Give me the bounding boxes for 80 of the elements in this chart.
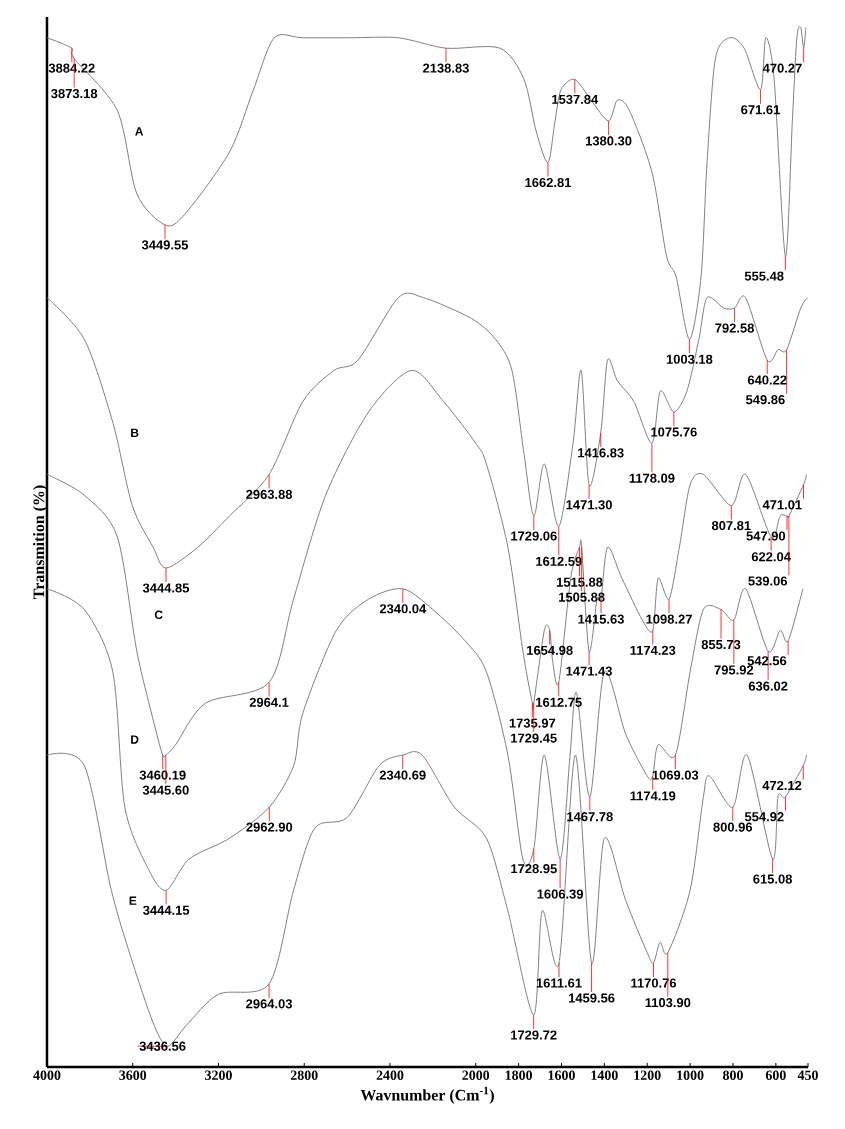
annotation: 554.92: [744, 812, 784, 822]
x-tick-label: 1200: [634, 1070, 661, 1080]
annotation: 1537.84: [552, 94, 599, 104]
annotation: 3460.19: [139, 770, 186, 780]
annotation: 1178.09: [629, 473, 675, 483]
y-axis-title: Transmition (%): [33, 485, 48, 599]
annotation: 615.08: [753, 874, 793, 884]
annotation: 1729.72: [511, 1030, 557, 1040]
annotation: 1003.18: [666, 354, 713, 364]
x-tick-label: 1800: [505, 1070, 533, 1080]
annotation: 1459.56: [568, 993, 615, 1003]
annotation: 2963.88: [246, 489, 293, 499]
x-tick-label: 2400: [376, 1070, 404, 1080]
x-tick-label: 3600: [119, 1070, 147, 1080]
series-label: A: [135, 127, 144, 136]
series-label: E: [129, 896, 137, 905]
annotation: 1174.23: [630, 645, 676, 655]
annotation: 470.27: [762, 63, 802, 73]
annotation: 3444.85: [142, 583, 190, 593]
x-tick-label: 4000: [33, 1070, 61, 1080]
series-label: D: [131, 735, 139, 744]
annotation: 1728.95: [511, 864, 557, 874]
annotation: 1103.90: [645, 998, 691, 1008]
series-label: C: [154, 610, 163, 619]
x-tick-label: 450: [797, 1070, 818, 1080]
annotation: 1729.45: [511, 733, 557, 743]
x-tick-label: 600: [765, 1070, 786, 1080]
annotation: 2964.03: [246, 999, 292, 1009]
annotation: 1471.43: [566, 666, 612, 676]
annotation: 1471.30: [566, 500, 612, 510]
annotation: 3884.22: [48, 63, 95, 73]
annotation: 3444.15: [143, 905, 190, 915]
annotation: 471.01: [762, 500, 802, 510]
series-label: B: [131, 428, 139, 437]
annotation: 2340.04: [379, 604, 427, 614]
annotation: 855.73: [701, 639, 741, 650]
annotation: 1098.27: [646, 614, 692, 624]
annotation: 2138.83: [423, 63, 469, 73]
annotation: 472.12: [762, 780, 802, 790]
annotation: 2962.90: [246, 822, 293, 832]
annotation: 671.61: [741, 105, 780, 115]
annotation: 1505.88: [559, 592, 605, 602]
annotation: 636.02: [748, 681, 788, 691]
x-tick-label: 2800: [290, 1070, 318, 1080]
annotation: 1654.98: [527, 645, 573, 655]
x-tick-label: 3200: [205, 1070, 232, 1080]
annotation: 1662.81: [525, 177, 572, 188]
annotation: 800.96: [713, 822, 753, 832]
annotation: 1069.03: [652, 770, 699, 780]
annotation: 1415.63: [578, 614, 624, 624]
annotation: 1170.76: [631, 978, 677, 988]
annotation: 539.06: [748, 576, 788, 586]
x-axis-title: Wavnumber (Cm$^{-1}$): [360, 1086, 494, 1104]
annotation: 807.81: [711, 521, 751, 531]
annotation: 1467.78: [567, 812, 613, 822]
annotation: 1380.30: [585, 136, 632, 146]
annotation: 1416.83: [578, 448, 624, 458]
x-tick-label: 2000: [462, 1070, 490, 1080]
annotation: 3873.18: [51, 88, 98, 99]
x-tick-label: 1400: [591, 1070, 618, 1080]
annotation: 2340.69: [379, 770, 426, 780]
annotation: 549.86: [745, 395, 785, 405]
annotation: 1611.61: [536, 978, 582, 988]
annotation: 1075.76: [651, 427, 697, 437]
x-tick-label: 800: [722, 1070, 743, 1080]
annotation: 2964.1: [249, 697, 289, 707]
annotation: 3445.60: [142, 785, 189, 795]
x-tick-label: 1600: [548, 1070, 575, 1080]
annotation: 622.04: [751, 552, 791, 562]
annotation: 555.48: [744, 271, 784, 281]
annotation: 1606.39: [537, 889, 584, 899]
annotation: 1729.06: [511, 531, 557, 541]
x-tick-label: 1000: [677, 1070, 704, 1080]
annotation: 1174.19: [630, 791, 676, 801]
annotation: 795.92: [714, 665, 754, 675]
annotation: 542.56: [747, 656, 787, 666]
annotation: 547.90: [746, 531, 786, 541]
annotation: 792.58: [715, 323, 754, 333]
annotation: 3449.55: [141, 240, 189, 250]
annotation: 1612.75: [536, 697, 582, 707]
